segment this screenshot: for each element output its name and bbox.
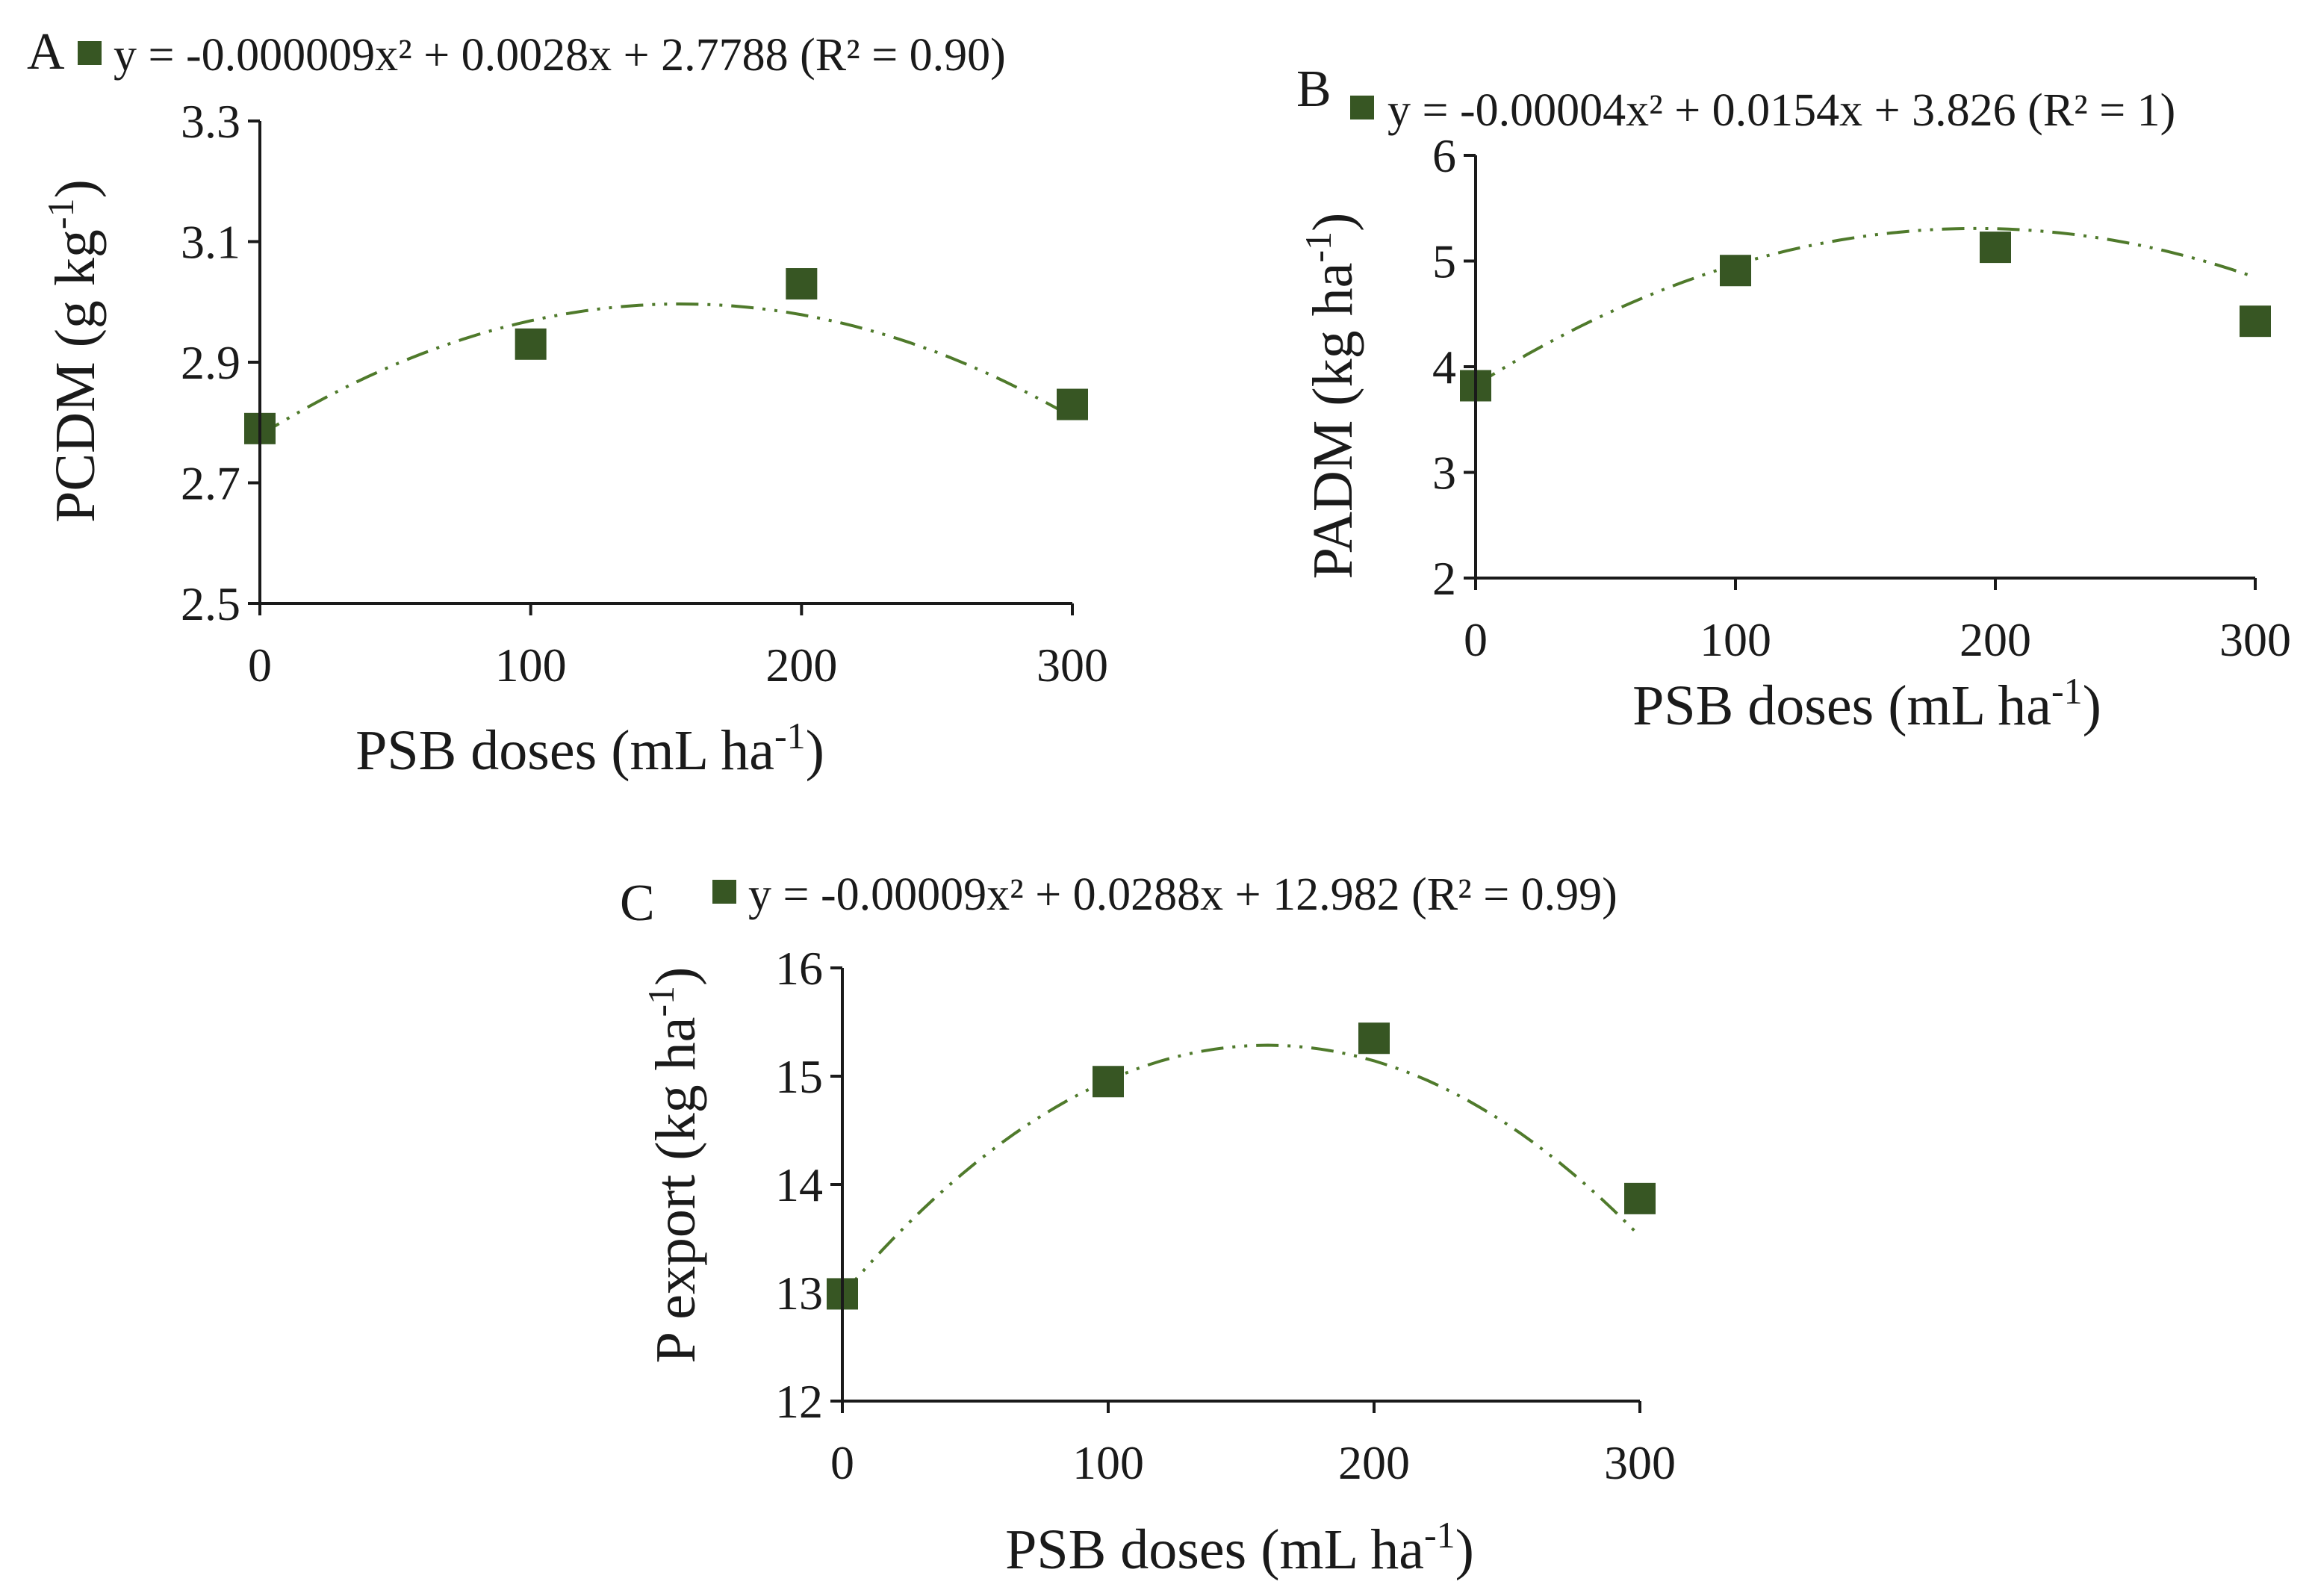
- y-tick-label-a: 2.7: [181, 457, 240, 510]
- y-tick-label-a: 2.9: [181, 336, 240, 389]
- legend-marker-b: [1350, 96, 1374, 119]
- y-tick-label-b: 5: [1432, 235, 1456, 288]
- data-point-c: [1093, 1066, 1124, 1098]
- legend-marker-a: [78, 41, 102, 65]
- data-points-c: [827, 1022, 1656, 1310]
- data-point-b: [1980, 232, 2011, 264]
- data-points-a: [244, 268, 1088, 444]
- trendline-a: [258, 302, 1073, 437]
- chart-panel-b: B y = -0.00004x² + 0.0154x + 3.826 (R² =…: [1296, 60, 2291, 737]
- data-point-b: [2240, 305, 2271, 338]
- x-axis-label-c: PSB doses (mL ha-1): [1005, 1514, 1474, 1581]
- y-ticks-b: 2 3 4 5 6: [1432, 129, 1476, 605]
- x-tick-label-c: 200: [1338, 1436, 1410, 1489]
- legend-marker-c: [712, 880, 736, 904]
- y-tick-label-b: 4: [1432, 341, 1456, 394]
- y-tick-label-c: 15: [775, 1050, 823, 1103]
- x-tick-label-a: 0: [248, 639, 272, 692]
- chart-panel-c: C y = -0.00009x² + 0.0288x + 12.982 (R² …: [620, 869, 1676, 1581]
- panel-label-a: A: [27, 23, 65, 81]
- y-tick-label-b: 2: [1432, 552, 1456, 605]
- data-point-c: [1358, 1022, 1390, 1055]
- y-tick-label-b: 3: [1432, 447, 1456, 500]
- y-tick-label-c: 16: [775, 942, 823, 995]
- y-ticks-c: 12 13 14 15 16: [775, 942, 842, 1428]
- equation-label-a: y = -0.000009x² + 0.0028x + 2.7788 (R² =…: [114, 30, 1006, 81]
- y-axis-label-a: PCDM (g kg-1): [40, 179, 107, 523]
- x-ticks-c: 0 100 200 300: [830, 1401, 1676, 1489]
- data-point-c: [1624, 1182, 1656, 1214]
- y-tick-label-c: 14: [775, 1158, 823, 1211]
- x-tick-label-a: 200: [765, 639, 837, 692]
- panel-label-b: B: [1296, 60, 1331, 118]
- x-ticks-b: 0 100 200 300: [1464, 578, 2291, 666]
- data-point-b: [1720, 255, 1751, 287]
- data-point-a: [786, 268, 818, 300]
- x-tick-label-b: 200: [1960, 613, 2031, 666]
- data-point-a: [1057, 388, 1088, 420]
- x-tick-label-b: 0: [1464, 613, 1488, 666]
- y-axis-label-b: PADM (kg ha-1): [1297, 213, 1364, 580]
- equation-label-b: y = -0.00004x² + 0.0154x + 3.826 (R² = 1…: [1387, 85, 2175, 136]
- x-axis-label-b: PSB doses (mL ha-1): [1632, 670, 2101, 737]
- y-ticks-a: 2.5 2.7 2.9 3.1 3.3: [181, 95, 260, 630]
- trendline-c: [841, 1043, 1641, 1296]
- y-axis-label-c: P export (kg ha-1): [640, 967, 707, 1364]
- x-tick-label-c: 100: [1072, 1436, 1144, 1489]
- y-tick-label-a: 3.3: [181, 95, 240, 148]
- y-tick-label-a: 3.1: [181, 216, 240, 269]
- x-axis-label-a: PSB doses (mL ha-1): [355, 715, 824, 782]
- x-tick-label-b: 300: [2219, 613, 2291, 666]
- data-points-b: [1460, 232, 2271, 402]
- y-tick-label-b: 6: [1432, 129, 1456, 182]
- chart-panel-a: A y = -0.000009x² + 0.0028x + 2.7788 (R²…: [27, 23, 1108, 782]
- x-tick-label-b: 100: [1700, 613, 1771, 666]
- data-point-a: [515, 328, 547, 360]
- y-tick-label-a: 2.5: [181, 577, 240, 630]
- trendline-b: [1474, 226, 2256, 387]
- y-tick-label-c: 13: [775, 1267, 823, 1320]
- y-tick-label-c: 12: [775, 1375, 823, 1428]
- panel-label-c: C: [620, 875, 655, 932]
- equation-label-c: y = -0.00009x² + 0.0288x + 12.982 (R² = …: [748, 869, 1617, 920]
- x-tick-label-c: 0: [830, 1436, 854, 1489]
- x-tick-label-c: 300: [1604, 1436, 1676, 1489]
- x-tick-label-a: 100: [495, 639, 567, 692]
- x-tick-label-a: 300: [1037, 639, 1108, 692]
- x-ticks-a: 0 100 200 300: [248, 603, 1108, 692]
